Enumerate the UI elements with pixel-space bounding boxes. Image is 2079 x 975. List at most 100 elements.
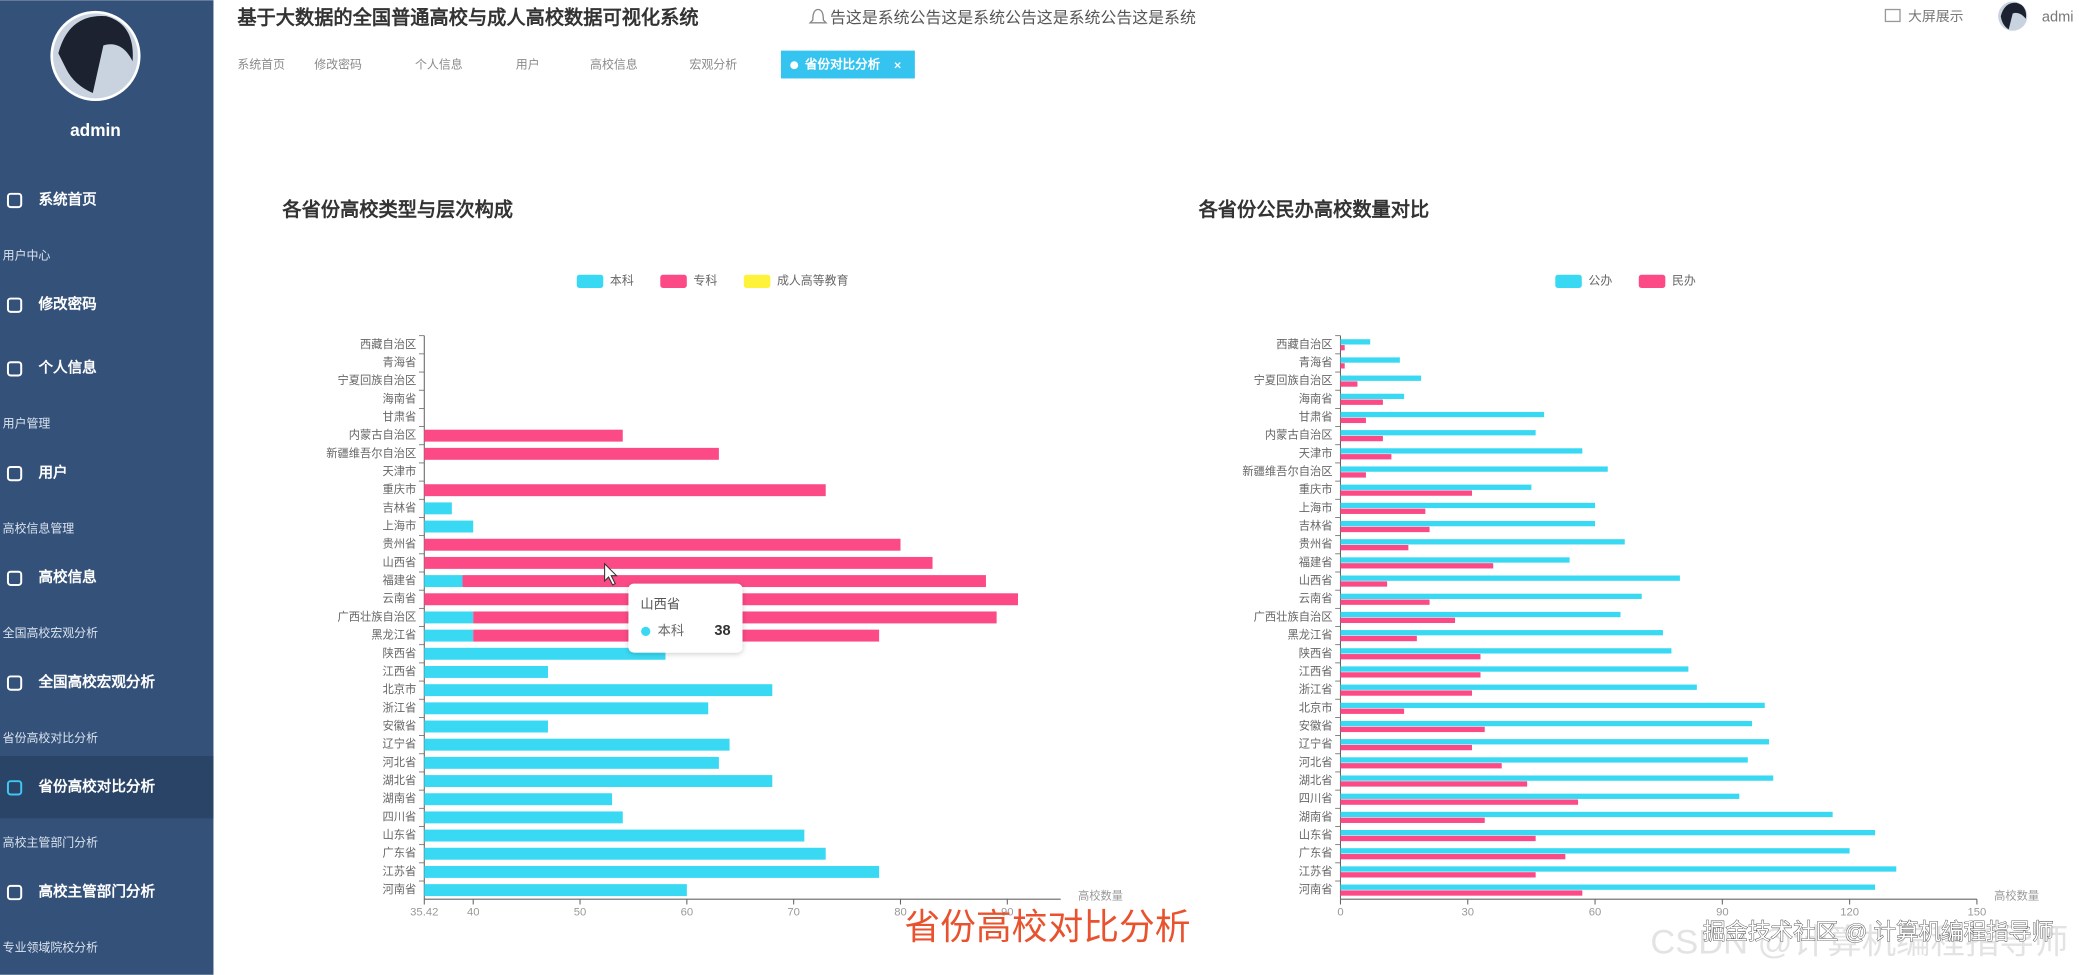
bar[interactable] — [1340, 345, 1345, 351]
bar[interactable] — [46, 756, 719, 769]
bar[interactable] — [1340, 708, 1405, 714]
bar[interactable] — [1340, 544, 1409, 551]
bar[interactable] — [1340, 454, 1392, 460]
legend-swatch[interactable] — [660, 274, 687, 288]
menu-item[interactable]: 修改密码 — [37, 295, 96, 313]
bar[interactable] — [46, 847, 826, 860]
bar[interactable] — [1340, 854, 1566, 860]
tab-label[interactable]: 省份对比分析 — [804, 57, 881, 72]
tab-label[interactable]: 系统首页 — [237, 57, 285, 71]
bar[interactable] — [1340, 829, 1876, 836]
bar[interactable] — [46, 702, 709, 715]
tab-close[interactable] — [894, 62, 901, 69]
bar[interactable] — [1340, 448, 1583, 454]
bar[interactable] — [1340, 539, 1625, 545]
menu-item[interactable]: 系统首页 — [38, 190, 96, 208]
bar[interactable] — [1340, 484, 1532, 490]
legend-swatch[interactable] — [1555, 274, 1582, 288]
bar[interactable] — [1340, 684, 1697, 690]
bar[interactable] — [46, 811, 623, 824]
legend-label[interactable]: 民办 — [1672, 273, 1696, 287]
bar[interactable] — [46, 484, 826, 497]
bar[interactable] — [1340, 690, 1473, 696]
bar[interactable] — [1340, 835, 1536, 842]
bar[interactable] — [1340, 817, 1485, 823]
bar[interactable] — [1340, 375, 1422, 381]
tab-label[interactable]: 宏观分析 — [689, 57, 737, 71]
bar[interactable] — [1340, 593, 1642, 599]
bar[interactable] — [1340, 757, 1748, 763]
tab-label[interactable]: 高校信息 — [590, 57, 638, 71]
bar[interactable] — [46, 429, 623, 442]
bar[interactable] — [1340, 763, 1502, 769]
menu-item[interactable]: 高校信息 — [38, 568, 97, 586]
bar[interactable] — [1340, 739, 1770, 745]
bar[interactable] — [46, 447, 719, 460]
bar[interactable] — [1340, 630, 1663, 636]
tab-active[interactable] — [780, 50, 915, 79]
legend-label[interactable]: 本科 — [610, 273, 634, 287]
bar[interactable] — [46, 884, 687, 897]
bar[interactable] — [1340, 635, 1417, 642]
bar[interactable] — [1340, 781, 1528, 787]
bar[interactable] — [1340, 672, 1481, 678]
bar[interactable] — [1340, 381, 1358, 387]
menu-item[interactable]: 省份高校对比分析 — [37, 778, 155, 796]
bar[interactable] — [1340, 702, 1765, 709]
bar[interactable] — [1340, 775, 1774, 781]
bar[interactable] — [1340, 799, 1579, 805]
bar[interactable] — [1340, 581, 1388, 587]
menu-item[interactable]: 用户 — [38, 463, 67, 481]
bar[interactable] — [462, 575, 986, 588]
bar[interactable] — [46, 684, 773, 697]
menu-item[interactable]: 个人信息 — [37, 359, 97, 377]
bar[interactable] — [1340, 526, 1430, 533]
bar[interactable] — [1340, 490, 1473, 496]
bar[interactable] — [1340, 599, 1430, 605]
menu-item[interactable]: 全国高校宏观分析 — [37, 673, 155, 691]
bar[interactable] — [1340, 720, 1753, 727]
bar[interactable] — [46, 502, 452, 515]
bar[interactable] — [1340, 563, 1494, 569]
bar[interactable] — [1340, 520, 1596, 527]
bar[interactable] — [46, 611, 474, 624]
bar[interactable] — [1340, 430, 1536, 436]
bar[interactable] — [1340, 654, 1481, 660]
bar[interactable] — [46, 865, 880, 878]
legend-swatch[interactable] — [743, 274, 771, 288]
bar[interactable] — [1340, 466, 1608, 472]
bar[interactable] — [1340, 890, 1583, 896]
bar[interactable] — [1340, 884, 1876, 890]
bar[interactable] — [1340, 866, 1897, 872]
bar[interactable] — [1340, 744, 1473, 751]
legend-label[interactable]: 公办 — [1588, 273, 1612, 287]
screen-icon[interactable] — [1884, 8, 1901, 23]
bar[interactable] — [1340, 557, 1570, 563]
bar[interactable] — [1340, 393, 1405, 400]
bar[interactable] — [46, 647, 666, 660]
bar[interactable] — [1340, 848, 1850, 854]
tab-label[interactable]: 修改密码 — [314, 57, 362, 71]
bar[interactable] — [1340, 648, 1672, 654]
bar[interactable] — [1340, 363, 1345, 369]
tab-label[interactable]: 个人信息 — [415, 57, 463, 71]
screen-button[interactable]: 大屏展示 — [1908, 8, 1964, 24]
bar[interactable] — [46, 538, 901, 551]
bar[interactable] — [46, 793, 613, 806]
legend-swatch[interactable] — [1638, 274, 1666, 288]
bar[interactable] — [46, 556, 933, 569]
bar[interactable] — [1340, 575, 1680, 581]
bar[interactable] — [46, 629, 474, 642]
bar[interactable] — [46, 738, 730, 751]
bar[interactable] — [46, 720, 548, 733]
legend-swatch[interactable] — [576, 274, 604, 288]
bar[interactable] — [1340, 872, 1536, 878]
bar[interactable] — [1340, 357, 1400, 363]
bar[interactable] — [1340, 502, 1596, 509]
bar[interactable] — [1340, 399, 1383, 405]
bar[interactable] — [1340, 611, 1621, 618]
tab-label[interactable]: 用户 — [516, 57, 540, 71]
menu-item[interactable]: 高校主管部门分析 — [38, 882, 155, 900]
bar[interactable] — [46, 575, 463, 588]
bar[interactable] — [46, 520, 474, 533]
